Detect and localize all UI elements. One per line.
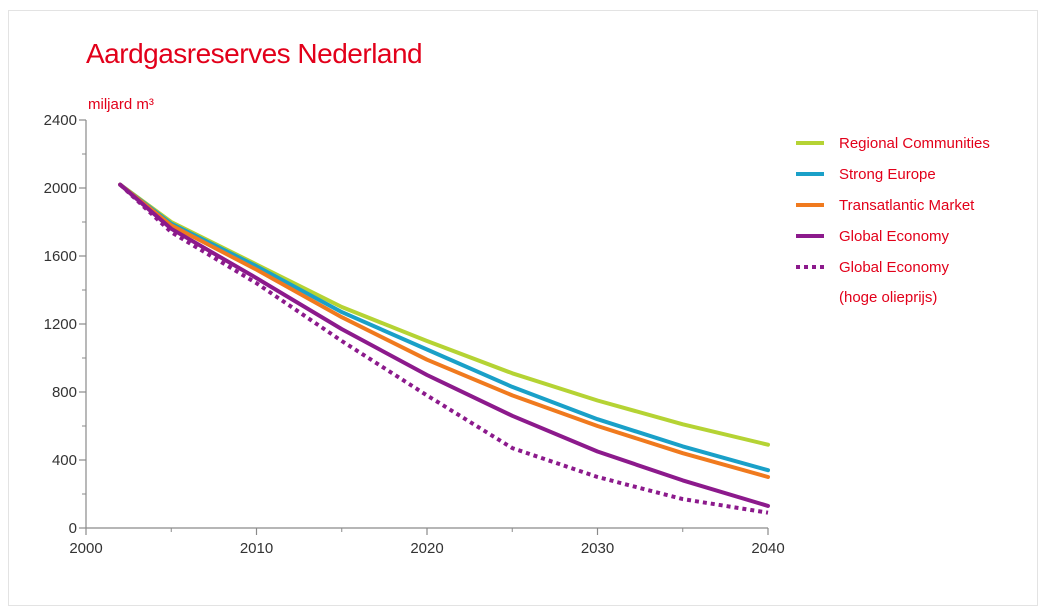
legend-label-5-line2: (hoge olieprijs)	[839, 289, 937, 306]
x-tick-label: 2030	[581, 540, 614, 557]
y-tick-label: 2000	[44, 180, 77, 197]
y-tick-label: 2400	[44, 112, 77, 129]
x-tick-label: 2040	[751, 540, 784, 557]
series-line-2	[118, 182, 770, 473]
legend-label-5: Global Economy	[839, 259, 950, 276]
x-tick-label: 2020	[410, 540, 443, 557]
y-axis-unit-label: miljard m³	[88, 96, 154, 113]
y-tick-label: 1600	[44, 248, 77, 265]
chart-frame	[8, 10, 1038, 606]
legend-label-4: Global Economy	[839, 228, 950, 245]
chart-title: Aardgasreserves Nederland	[86, 38, 423, 69]
legend-label-2: Strong Europe	[839, 166, 936, 183]
series-line-3	[118, 182, 770, 479]
y-tick-label: 1200	[44, 316, 77, 333]
axes: 0 400 800 1200 1600 2000 2400 2000 2010 2020 2030 2…	[44, 112, 785, 557]
y-tick-label: 400	[52, 452, 77, 469]
series-line-4	[118, 182, 770, 508]
x-tick-label: 2000	[69, 540, 102, 557]
series-lines	[118, 182, 770, 515]
legend-label-1: Regional Communities	[839, 135, 990, 152]
y-tick-label: 800	[52, 384, 77, 401]
y-tick-label: 0	[69, 520, 77, 537]
x-tick-label: 2010	[240, 540, 273, 557]
legend: Regional Communities Strong Europe Transat…	[796, 135, 990, 306]
legend-label-3: Transatlantic Market	[839, 197, 975, 214]
